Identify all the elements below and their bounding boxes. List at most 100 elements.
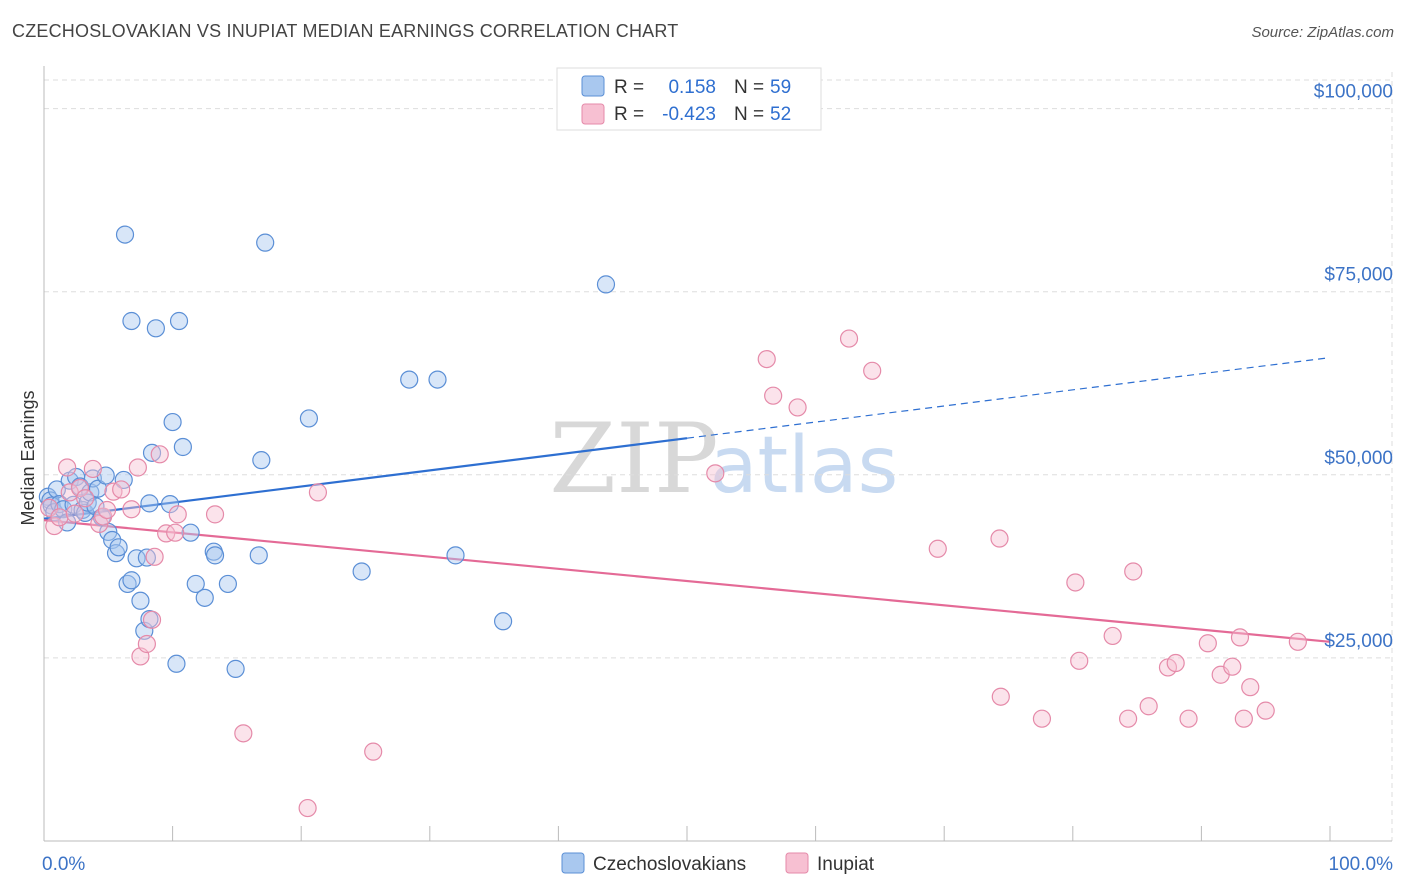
legend-n-label: N = — [734, 77, 764, 98]
data-point-inupiat — [45, 516, 64, 536]
data-point-inupiat — [112, 480, 131, 499]
series-swatch-inupiat — [785, 852, 809, 874]
data-point-inupiat — [298, 798, 317, 818]
data-point-inupiat — [1118, 709, 1138, 728]
chart-title: CZECHOSLOVAKIAN VS INUPIAT MEDIAN EARNIN… — [12, 21, 679, 41]
data-point-inupiat — [1198, 634, 1217, 653]
data-point-inupiat — [928, 539, 947, 558]
legend-r-value: 0.158 — [668, 77, 716, 98]
data-point-inupiat — [1179, 709, 1198, 728]
x-tick-label: 0.0% — [42, 854, 85, 875]
data-point-inupiat — [1032, 709, 1052, 728]
data-point-czech — [352, 562, 371, 581]
legend-n-value: 59 — [770, 77, 791, 98]
watermark-zip-text: ZIP — [549, 403, 718, 515]
data-point-inupiat — [168, 505, 187, 524]
legend-r-label: R = — [614, 104, 644, 125]
data-point-inupiat — [788, 398, 807, 417]
source-credit: Source: ZipAtlas.com — [1251, 24, 1394, 41]
data-point-czech — [163, 412, 182, 432]
data-point-inupiat — [142, 610, 162, 629]
data-point-czech — [256, 233, 275, 252]
data-point-inupiat — [1166, 653, 1185, 673]
data-point-czech — [142, 443, 162, 462]
trend-line-inupiat — [43, 519, 1331, 643]
data-point-czech — [252, 451, 271, 470]
axes — [43, 66, 1392, 842]
data-point-inupiat — [234, 724, 253, 743]
data-point-czech — [115, 225, 135, 244]
data-point-czech — [167, 654, 186, 673]
correlation-legend: R = 0.158 N = 59 R = -0.423 N = 52 — [556, 67, 822, 131]
data-point-czech — [249, 546, 268, 565]
data-point-inupiat — [1288, 632, 1307, 651]
data-point-inupiat — [145, 547, 164, 566]
data-point-inupiat — [150, 445, 169, 464]
data-point-czech — [122, 311, 141, 331]
data-point-inupiat — [706, 464, 725, 483]
data-point-inupiat — [50, 508, 69, 527]
trend-line-extension-czech — [686, 357, 1331, 439]
watermark-atlas-text: atlas — [710, 421, 899, 511]
data-point-czech — [169, 311, 189, 331]
series-legend: Czechoslovakians Inupiat — [561, 852, 875, 875]
data-point-inupiat — [1139, 697, 1158, 716]
data-point-czech — [186, 574, 205, 594]
data-point-inupiat — [1124, 562, 1143, 581]
legend-n-value: 52 — [770, 104, 791, 125]
x-tick-label: 100.0% — [1329, 854, 1394, 875]
data-point-czech — [218, 574, 237, 594]
data-point-inupiat — [1230, 628, 1250, 647]
data-point-inupiat — [308, 483, 328, 502]
legend-swatch-inupiat — [581, 103, 605, 125]
data-point-czech — [131, 591, 150, 610]
data-point-czech — [226, 659, 245, 678]
data-point-inupiat — [76, 489, 95, 508]
legend-r-label: R = — [614, 77, 644, 98]
y-tick-label: $100,000 — [1314, 82, 1393, 103]
data-point-czech — [205, 546, 225, 565]
data-point-czech — [446, 546, 465, 565]
data-point-inupiat — [364, 742, 383, 761]
series-label-czech: Czechoslovakians — [593, 854, 746, 875]
data-point-czech — [428, 370, 447, 389]
data-point-inupiat — [166, 523, 185, 542]
data-point-inupiat — [1241, 678, 1260, 697]
data-point-czech — [181, 523, 200, 542]
y-tick-label: $75,000 — [1324, 265, 1393, 286]
data-point-czech — [109, 538, 128, 557]
data-point-inupiat — [65, 504, 84, 523]
data-point-czech — [160, 495, 180, 514]
data-point-czech — [195, 588, 214, 607]
x-tick-labels: 0.0% 100.0% — [42, 854, 1393, 875]
series-swatch-czech — [561, 852, 585, 874]
legend-r-value: -0.423 — [662, 104, 716, 125]
legend-swatch-czech — [581, 75, 605, 97]
grid-lines — [44, 72, 1393, 841]
data-point-czech — [146, 319, 165, 338]
y-tick-label: $25,000 — [1324, 631, 1393, 652]
zipatlas-watermark: ZIP atlas — [549, 403, 898, 515]
data-point-inupiat — [1223, 657, 1242, 676]
data-point-czech — [127, 549, 146, 568]
data-point-czech — [140, 494, 159, 513]
data-point-inupiat — [1103, 626, 1122, 646]
trend-lines — [43, 357, 1331, 643]
data-point-inupiat — [128, 458, 147, 477]
data-point-czech — [299, 409, 319, 428]
data-point-inupiat — [83, 459, 102, 479]
series-label-inupiat: Inupiat — [817, 854, 875, 875]
data-point-inupiat — [97, 500, 117, 520]
data-point-inupiat — [863, 361, 882, 380]
data-point-czech — [400, 370, 419, 389]
y-tick-labels: $25,000 $50,000 $75,000 $100,000 — [1314, 82, 1393, 652]
data-point-inupiat — [137, 634, 156, 654]
data-point-inupiat — [764, 386, 783, 405]
data-point-inupiat — [991, 687, 1010, 706]
data-point-inupiat — [122, 500, 141, 519]
legend-n-label: N = — [734, 104, 764, 125]
data-point-czech — [596, 275, 616, 294]
data-point-inupiat — [1256, 701, 1275, 720]
data-point-czech — [494, 612, 513, 631]
